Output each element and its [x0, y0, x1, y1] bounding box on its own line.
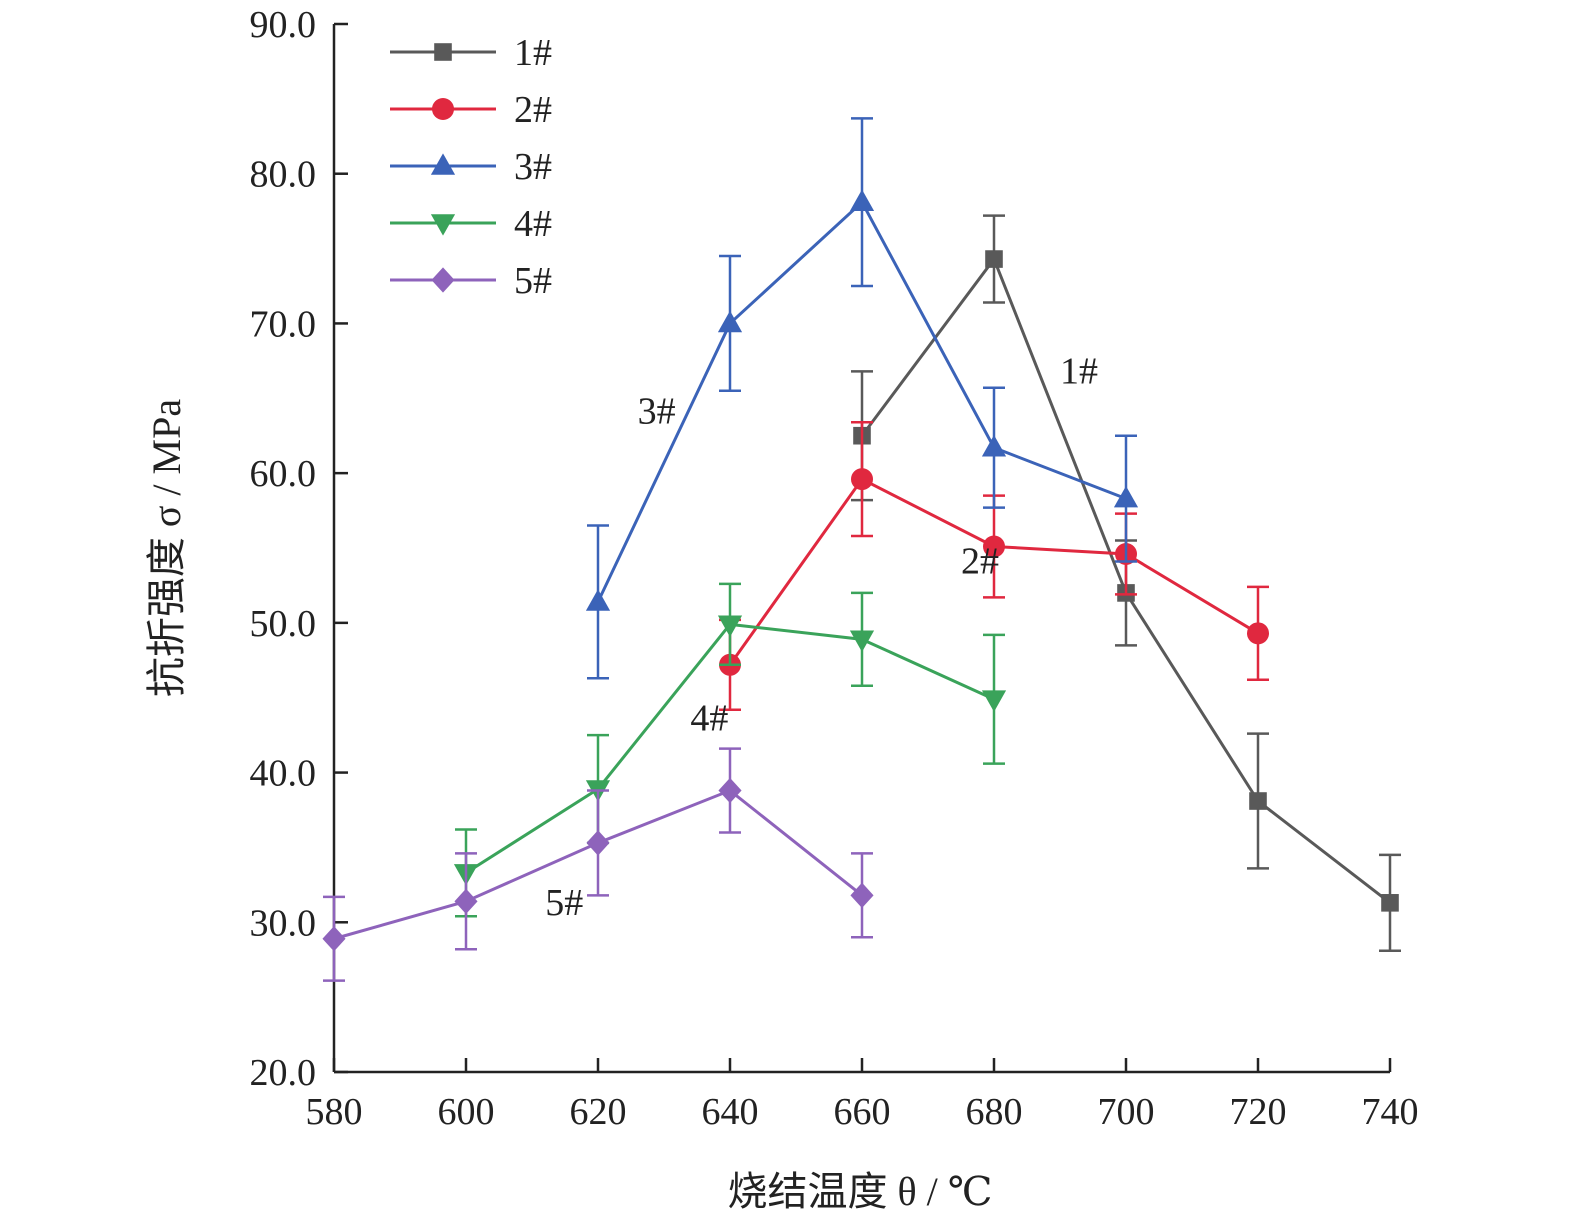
y-tick-label: 50.0 — [250, 603, 317, 645]
legend-item-5: 5# — [390, 260, 552, 302]
data-point — [1249, 792, 1267, 810]
series-2 — [719, 420, 1269, 711]
legend-item-1: 1# — [390, 32, 552, 74]
data-point — [850, 882, 874, 908]
y-tick-label: 20.0 — [250, 1052, 317, 1094]
x-tick-label: 640 — [702, 1091, 759, 1133]
legend-label: 4# — [514, 203, 552, 245]
y-axis-title: 抗折强度 σ / MPa — [144, 399, 189, 697]
series-annotation: 2# — [961, 540, 999, 582]
data-point — [454, 888, 478, 914]
data-point — [585, 589, 611, 611]
x-tick-label: 620 — [570, 1091, 627, 1133]
series-layer — [322, 117, 1401, 982]
legend-marker — [430, 153, 456, 175]
x-axis-title: 烧结温度 θ / ℃ — [727, 1169, 992, 1214]
legend-item-3: 3# — [390, 146, 552, 188]
data-point — [586, 830, 610, 856]
legend-marker — [431, 267, 455, 293]
x-tick-label: 660 — [834, 1091, 891, 1133]
y-tick-label: 90.0 — [250, 4, 317, 46]
y-tick-label: 60.0 — [250, 453, 317, 495]
data-point — [1381, 894, 1399, 912]
y-tick-label: 70.0 — [250, 303, 317, 345]
series-annotation: 3# — [638, 391, 676, 433]
x-tick-label: 600 — [438, 1091, 495, 1133]
data-point — [322, 926, 346, 952]
legend-item-2: 2# — [390, 89, 552, 131]
y-tick-label: 30.0 — [250, 902, 317, 944]
series-3 — [585, 117, 1139, 680]
axes-layer: 20.0 30.0 40.0 50.0 60.0 70.0 80.0 90.0 580 600 62… — [250, 4, 1419, 1133]
series-5 — [322, 747, 874, 982]
legend-label: 5# — [514, 260, 552, 302]
series-annotation: 1# — [1060, 350, 1098, 392]
legend-marker — [432, 98, 454, 120]
data-point — [985, 250, 1003, 268]
legend-marker — [430, 214, 456, 236]
legend: 1# 2# 3# 4# 5# — [390, 32, 552, 302]
legend-marker — [434, 43, 452, 61]
data-point — [981, 435, 1007, 457]
x-tick-label: 580 — [306, 1091, 363, 1133]
data-point — [1113, 485, 1139, 508]
y-tick-label: 40.0 — [250, 753, 317, 795]
data-point — [717, 310, 743, 333]
legend-label: 2# — [514, 89, 552, 131]
x-tick-label: 700 — [1098, 1091, 1155, 1133]
data-point — [981, 690, 1007, 712]
series-annotation: 4# — [690, 698, 728, 740]
x-tick-label: 740 — [1362, 1091, 1419, 1133]
data-point — [1247, 622, 1269, 645]
data-point — [851, 468, 873, 491]
data-point — [849, 189, 875, 211]
legend-label: 3# — [514, 146, 552, 188]
data-point — [983, 535, 1005, 558]
annotations: 1# 2# 3# 4# 5# — [545, 350, 1098, 923]
legend-item-4: 4# — [390, 203, 552, 245]
series-annotation: 5# — [545, 882, 583, 924]
data-point — [717, 615, 743, 638]
legend-label: 1# — [514, 32, 552, 74]
x-tick-label: 680 — [966, 1091, 1023, 1133]
x-tick-label: 720 — [1230, 1091, 1287, 1133]
y-tick-label: 80.0 — [250, 154, 317, 196]
data-point — [718, 777, 742, 804]
data-point — [849, 630, 875, 652]
